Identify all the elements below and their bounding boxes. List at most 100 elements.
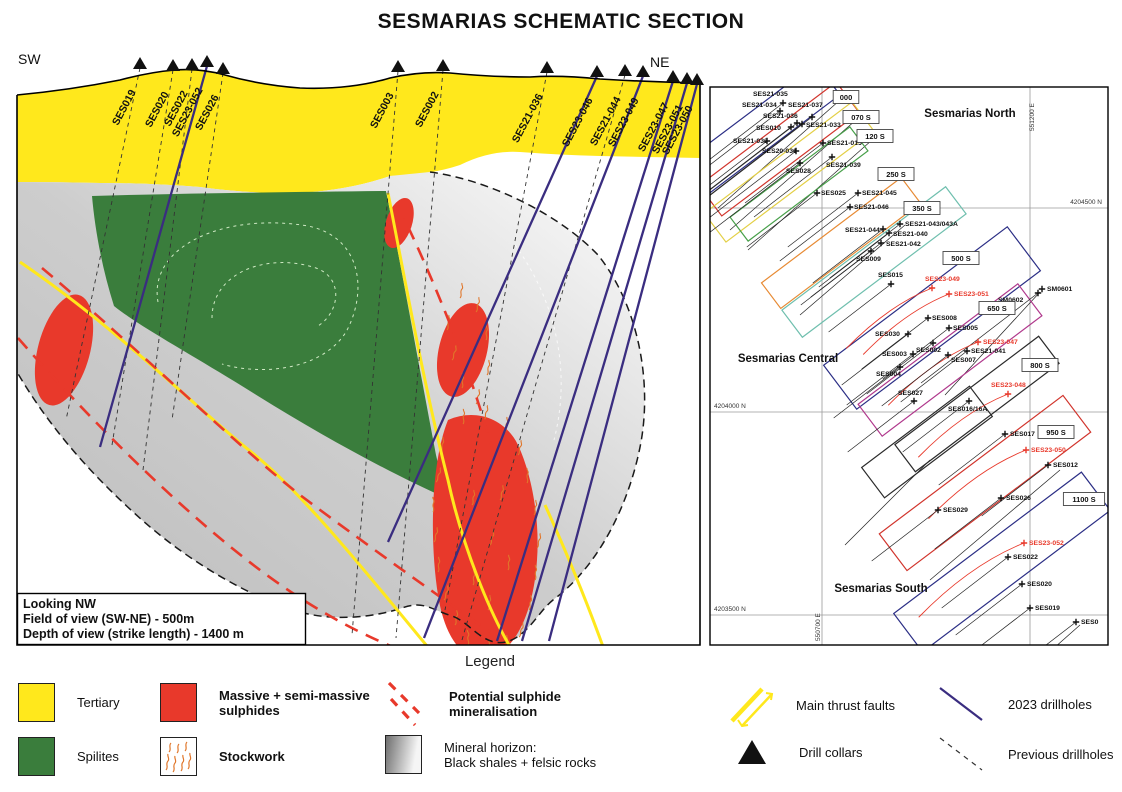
drillhole-collar-marker — [828, 153, 836, 161]
map-hole-label: SES0 — [1081, 619, 1099, 626]
map-hole-label: SES020 — [1027, 581, 1052, 588]
drillhole-collar-marker — [1022, 446, 1030, 454]
drillhole-collar-marker — [1020, 539, 1028, 547]
drill-trace — [847, 400, 915, 453]
drill-trace — [818, 232, 890, 288]
legend-item-mineral-horizon: Mineral horizon: Black shales + felsic r… — [385, 735, 596, 774]
drill-trace — [846, 353, 914, 406]
legend-label: Main thrust faults — [796, 697, 895, 713]
legend-label: Potential sulphide — [449, 689, 561, 704]
legend-label: 2023 drillholes — [1008, 696, 1092, 712]
legend-label: Stockwork — [219, 749, 285, 764]
drillhole-collar-marker — [945, 324, 953, 332]
drill-trace — [881, 354, 949, 407]
drill-collars — [133, 55, 704, 85]
drill-trace-2023 — [918, 542, 1025, 618]
drill-trace — [934, 497, 1002, 550]
drill-collar — [690, 73, 704, 85]
drill-trace — [900, 350, 968, 403]
section-corridor — [892, 471, 1108, 645]
drill-collar — [133, 57, 147, 69]
map-hole-label: SES21-044 — [845, 227, 880, 234]
map-hole-label: SES21-040 — [893, 231, 928, 238]
previous-drillhole-trace — [142, 68, 193, 471]
drill-trace — [779, 206, 851, 262]
map-hole-label: SES23-052 — [1029, 540, 1064, 547]
section-panel-border — [16, 83, 701, 646]
drill-collar — [636, 65, 650, 77]
section-line-tag — [832, 90, 860, 104]
drillhole-collar-marker — [1038, 285, 1046, 293]
drillhole-collar-marker — [928, 284, 936, 292]
map-hole-label: SES23-047 — [983, 339, 1018, 346]
direction-label-sw: SW — [18, 51, 41, 67]
drill-trace — [710, 122, 798, 191]
drillhole-collar-marker — [776, 107, 784, 115]
section-line-tag — [903, 201, 941, 215]
map-hole-label: SES21-046 — [854, 204, 889, 211]
drill-trace — [717, 99, 841, 209]
note-line: Looking NW — [23, 597, 96, 611]
map-hole-label: SES015 — [878, 272, 903, 279]
drill-collar — [680, 72, 694, 84]
map-hole-label: SES002 — [916, 347, 941, 354]
legend-label: Black shales + felsic rocks — [444, 754, 597, 770]
drill-trace — [787, 192, 859, 248]
drillhole-collar-marker — [1034, 289, 1042, 297]
legend-item-stockwork: Stockwork — [160, 737, 285, 776]
drillhole-collar-marker — [796, 159, 804, 167]
section-line-tag — [978, 301, 1016, 315]
map-hole-label: SES21-041 — [971, 348, 1006, 355]
tertiary-swatch — [18, 683, 55, 722]
drillhole-collar-marker — [896, 363, 904, 371]
drillhole-collar-marker — [1001, 430, 1009, 438]
section-line-label: 070 S — [851, 113, 871, 122]
notes-box — [16, 592, 307, 646]
section-corridor — [781, 185, 967, 339]
thrust-faults — [19, 192, 605, 645]
section-line-label: 000 — [840, 93, 853, 102]
map-hole-label: SES003 — [882, 351, 907, 358]
direction-label-ne: NE — [650, 54, 669, 70]
map-hole-label: SES21-032 — [733, 138, 768, 145]
drill-trace-2023 — [845, 287, 933, 349]
map-hole-label: SES007 — [951, 357, 976, 364]
note-line: Depth of view (strike length) - 1400 m — [23, 627, 244, 641]
drill-trace — [981, 607, 1031, 645]
ground-surface — [16, 68, 701, 96]
easting-label: 551200 E — [1029, 103, 1036, 131]
drill-trace — [941, 556, 1009, 609]
map-hole-label: SES21-039 — [826, 162, 861, 169]
legend-label: Previous drillholes — [1008, 746, 1114, 762]
legend-label: Mineral horizon: — [444, 739, 537, 755]
region-label: Sesmarias North — [924, 108, 1015, 120]
drill-collar — [166, 59, 180, 71]
drillhole-collar-marker — [1004, 390, 1012, 398]
legend-item-thrust-faults: Main thrust faults — [722, 683, 895, 727]
section-corridor — [857, 283, 1043, 437]
drill-trace — [828, 283, 892, 333]
drill-collar — [666, 70, 680, 82]
section-line-label: 800 S — [1030, 361, 1050, 370]
drillhole-collar-marker — [763, 137, 771, 145]
previous-drillhole-trace — [351, 70, 399, 636]
drill-collar-icon — [738, 740, 766, 764]
drill-collar — [200, 55, 214, 67]
section-corridor — [710, 87, 841, 198]
drillhole-collar-marker — [944, 351, 952, 359]
drillhole-collar-marker — [965, 397, 973, 405]
legend-item-massive-sulphides: Massive + semi-massive sulphides — [160, 683, 370, 722]
thrust-fault-icon — [730, 687, 774, 727]
drill-collar — [391, 60, 405, 72]
map-hole-label: SES21-045 — [862, 190, 897, 197]
drillhole-collar-marker — [1044, 461, 1052, 469]
section-line-tag — [942, 251, 980, 265]
drillhole-collar-marker — [997, 494, 1005, 502]
map-hole-label: SES21-034 — [742, 102, 777, 109]
potential-mineralisation — [17, 205, 494, 645]
map-hole-label: SES23-048 — [991, 382, 1026, 389]
drillhole-collar-marker — [924, 314, 932, 322]
drill-collar — [618, 64, 632, 76]
legend-item-2023-drillholes: 2023 drillholes — [936, 684, 1092, 724]
